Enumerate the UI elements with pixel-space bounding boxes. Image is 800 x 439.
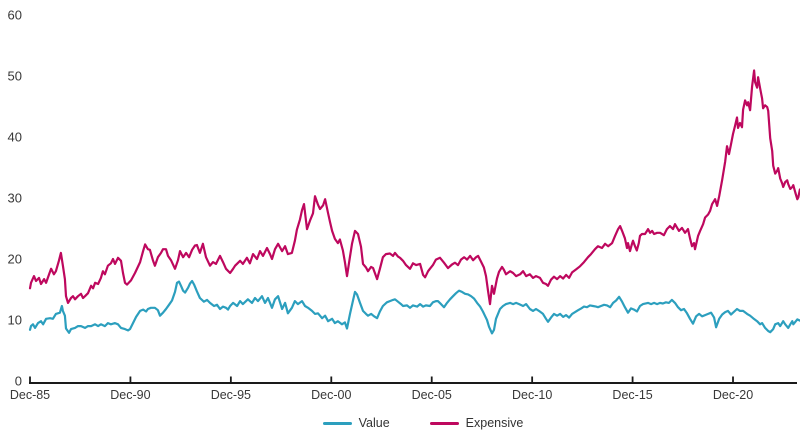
x-axis-tick-label: Dec-95 — [211, 388, 251, 402]
x-axis-tick-label: Dec-85 — [10, 388, 50, 402]
series-line-value — [28, 279, 800, 335]
chart-legend: Value Expensive — [0, 416, 800, 430]
y-axis-tick-label: 20 — [8, 252, 22, 267]
legend-swatch-value — [322, 421, 352, 425]
x-axis-tick-label: Dec-20 — [713, 388, 753, 402]
series-line-expensive — [28, 69, 800, 306]
y-axis-tick-label: 40 — [8, 130, 22, 145]
y-axis-tick-label: 0 — [15, 374, 22, 389]
y-axis-tick-label: 30 — [8, 191, 22, 206]
legend-item-expensive: Expensive — [429, 416, 524, 430]
legend-label-expensive: Expensive — [465, 416, 524, 430]
y-axis-tick-label: 60 — [8, 8, 22, 23]
legend-item-value: Value — [322, 416, 390, 430]
x-axis-tick-label: Dec-90 — [110, 388, 150, 402]
legend-label-value: Value — [358, 416, 390, 430]
y-axis-tick-label: 50 — [8, 69, 22, 84]
x-axis-tick-label: Dec-10 — [512, 388, 552, 402]
x-axis-tick-label: Dec-05 — [412, 388, 452, 402]
legend-swatch-expensive — [429, 421, 459, 425]
x-axis-tick-label: Dec-00 — [311, 388, 351, 402]
x-axis-tick-label: Dec-15 — [612, 388, 652, 402]
y-axis-tick-label: 10 — [8, 313, 22, 328]
